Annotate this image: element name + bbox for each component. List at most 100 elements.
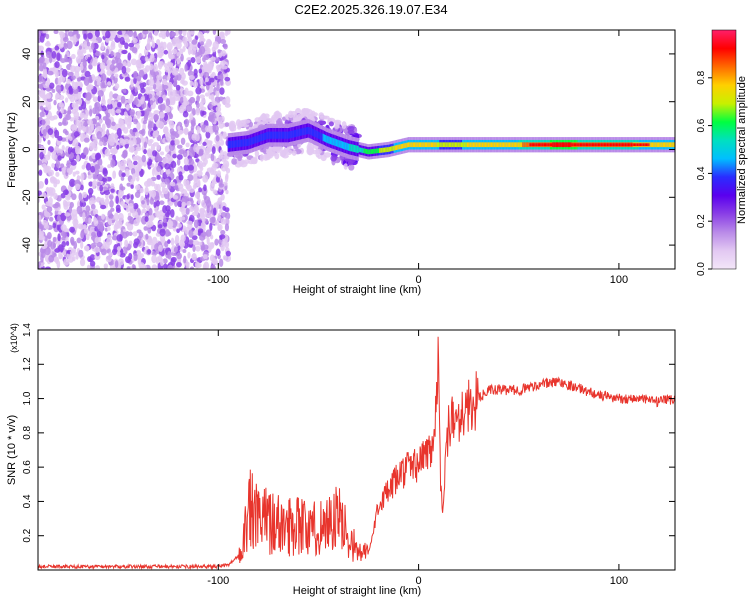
- spectrogram-cell: [126, 182, 132, 187]
- spectrogram-cell: [85, 162, 91, 171]
- spectrogram-cell: [282, 131, 285, 139]
- spectrogram-cell: [566, 143, 568, 147]
- spectrogram-cell: [322, 133, 324, 142]
- spectrogram-cell: [252, 136, 255, 145]
- spectrogram-cell: [156, 39, 161, 45]
- figure-title: C2E2.2025.326.19.07.E34: [294, 2, 447, 17]
- spectrogram-cell: [51, 162, 55, 169]
- spectrogram-cell: [237, 154, 242, 162]
- spectrogram-cell: [107, 108, 112, 114]
- snr-y-tick-label: 0.8: [22, 425, 33, 439]
- spectrogram-cell: [249, 138, 251, 146]
- spectrogram-cell: [139, 55, 147, 64]
- spectrogram-cell: [122, 150, 128, 157]
- spectrogram-cell: [83, 33, 87, 40]
- spectrogram-cell: [600, 143, 602, 147]
- spectrogram-cell: [124, 239, 129, 248]
- spectrogram-cell: [38, 75, 44, 83]
- spectrogram-cell: [375, 148, 377, 154]
- spectrogram-cell: [61, 68, 68, 78]
- spectrogram-cell: [639, 143, 642, 147]
- spectrogram-cell: [199, 34, 205, 40]
- spectrogram-cell: [87, 217, 92, 224]
- spectrogram-cell: [192, 133, 197, 139]
- spectrogram-cell: [71, 53, 76, 60]
- spectrogram-cell: [166, 42, 173, 51]
- spectrogram-cell: [175, 215, 179, 221]
- spectrogram-y-tick-label: 0: [21, 146, 33, 152]
- spectrogram-cell: [126, 222, 134, 231]
- spectrogram-cell: [38, 190, 42, 196]
- spectrogram-cell: [70, 239, 74, 245]
- spectrogram-cell: [41, 204, 46, 210]
- spectrogram-cell: [510, 142, 512, 148]
- spectrogram-cell: [121, 49, 128, 55]
- spectrogram-cell: [100, 248, 107, 256]
- spectrogram-cell: [452, 142, 454, 148]
- spectrogram-cell: [153, 110, 160, 115]
- spectrogram-cell: [156, 165, 162, 172]
- spectrogram-cell: [260, 134, 262, 142]
- spectrogram-cell: [501, 142, 504, 148]
- spectrogram-cell: [196, 95, 200, 103]
- spectrogram-cell: [326, 135, 328, 143]
- spectrogram-cell: [88, 64, 93, 70]
- spectrogram-cell: [205, 199, 212, 209]
- spectrogram-cell: [68, 89, 74, 95]
- spectrogram-cell: [141, 208, 147, 214]
- spectrogram-cell: [200, 98, 206, 104]
- spectrogram-cell: [83, 147, 89, 156]
- spectrogram-cell: [121, 65, 127, 74]
- spectrogram-cell: [159, 151, 165, 156]
- spectrogram-cell: [174, 36, 180, 44]
- spectrogram-cell: [569, 143, 571, 147]
- spectrogram-cell: [231, 140, 233, 148]
- spectrogram-cell: [71, 102, 77, 109]
- spectrogram-cell: [209, 217, 216, 224]
- spectrogram-cell: [631, 143, 633, 147]
- spectrogram-cell: [250, 137, 252, 145]
- spectrogram-cell: [548, 143, 550, 147]
- spectrogram-cell: [180, 77, 185, 83]
- spectrogram-cell: [333, 138, 335, 146]
- spectrogram-cell: [85, 205, 91, 212]
- spectrogram-cell: [608, 143, 610, 147]
- spectrogram-cell: [317, 154, 322, 159]
- spectrogram-cell: [490, 142, 493, 148]
- spectrogram-cell: [57, 43, 64, 49]
- spectrogram-cell: [177, 125, 181, 131]
- spectrogram-cell: [181, 201, 186, 208]
- spectrogram-cell: [335, 139, 338, 147]
- spectrogram-cell: [186, 220, 193, 225]
- spectrogram-cell: [101, 105, 107, 112]
- spectrogram-cell: [57, 155, 62, 161]
- spectrogram-cell: [637, 143, 639, 147]
- spectrogram-cell: [116, 127, 122, 137]
- spectrogram-cell: [584, 143, 586, 147]
- spectrogram-cell: [92, 208, 99, 215]
- spectrogram-cell: [144, 186, 149, 196]
- spectrogram-cell: [75, 170, 80, 175]
- spectrogram-cell: [307, 126, 309, 135]
- spectrogram-cell: [193, 219, 199, 229]
- spectrogram-cell: [229, 122, 235, 131]
- spectrogram-cell: [341, 121, 347, 130]
- spectrogram-cell: [541, 143, 543, 147]
- spectrogram-cell: [489, 142, 492, 148]
- spectrogram-cell: [38, 56, 45, 64]
- spectrogram-cell: [134, 155, 141, 161]
- spectrogram-cell: [55, 179, 61, 185]
- spectrogram-cell: [73, 30, 77, 36]
- spectrogram-cell: [220, 164, 228, 172]
- spectrogram-cell: [216, 83, 220, 92]
- spectrogram-cell: [148, 78, 155, 87]
- spectrogram-cell: [92, 75, 96, 81]
- spectrogram-cell: [187, 164, 194, 171]
- spectrogram-cell: [84, 126, 91, 134]
- spectrogram-cell: [291, 150, 297, 156]
- spectrogram-cell: [188, 206, 195, 213]
- spectrogram-cell: [94, 236, 100, 244]
- spectrogram-cell: [182, 45, 186, 53]
- snr-y-tick-label: 1.0: [22, 391, 33, 405]
- spectrogram-cell: [145, 233, 149, 240]
